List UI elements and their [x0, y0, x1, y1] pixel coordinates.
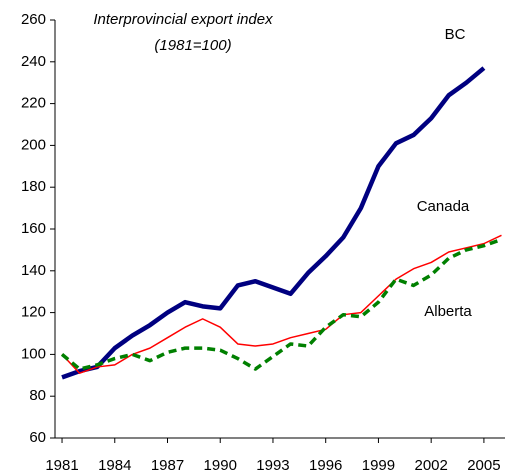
x-tick-label: 2002: [414, 457, 447, 474]
y-tick-label: 160: [21, 220, 46, 237]
x-tick-label: 1996: [309, 457, 342, 474]
y-tick-label: 140: [21, 262, 46, 279]
x-tick-label: 2005: [467, 457, 500, 474]
x-tick-label: 1999: [362, 457, 395, 474]
x-tick-label: 1990: [204, 457, 237, 474]
chart-title: Interprovincial export index: [93, 11, 273, 28]
x-tick-label: 1984: [98, 457, 131, 474]
series-line: [61, 234, 502, 374]
series-label: Alberta: [424, 303, 472, 320]
x-tick-label: 1993: [256, 457, 289, 474]
series-line: [60, 237, 503, 371]
series-line: [61, 66, 486, 380]
y-tick-label: 60: [29, 429, 46, 446]
y-tick-label: 260: [21, 11, 46, 28]
series-label: Canada: [417, 198, 470, 215]
y-tick-label: 220: [21, 95, 46, 112]
y-tick-label: 200: [21, 136, 46, 153]
y-tick-label: 240: [21, 53, 46, 70]
series-label: BC: [445, 26, 466, 43]
x-tick-label: 1987: [151, 457, 184, 474]
x-tick-label: 1981: [45, 457, 78, 474]
y-tick-label: 120: [21, 304, 46, 321]
y-tick-label: 180: [21, 178, 46, 195]
y-tick-label: 80: [29, 387, 46, 404]
y-tick-label: 100: [21, 345, 46, 362]
chart-subtitle: (1981=100): [154, 37, 231, 54]
